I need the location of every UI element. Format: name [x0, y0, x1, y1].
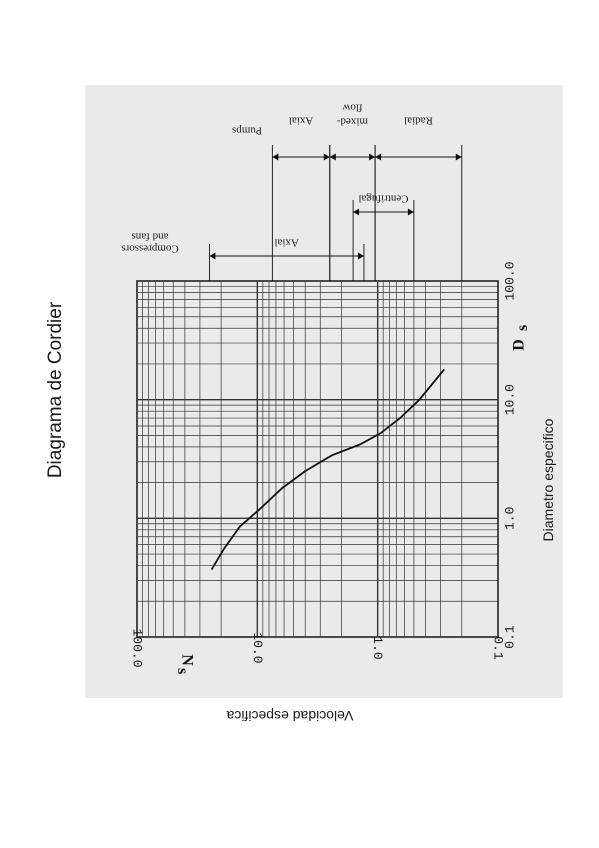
y-axis-symbol: N [178, 654, 195, 666]
region-arrowhead [209, 252, 216, 260]
region-label: Radial [404, 114, 433, 126]
x-axis-symbol: D [511, 339, 528, 351]
y-tick-label: 10.0 [250, 632, 265, 663]
x-tick-label: 10.0 [502, 384, 517, 415]
region-arrowhead [329, 153, 336, 161]
x-tick-label: 1.0 [502, 507, 517, 530]
x-tick-label: 0.1 [502, 625, 517, 649]
cordier-curve [210, 368, 445, 571]
group-label-pumps: Pumps [232, 124, 262, 136]
y-tick-label: 0.1 [491, 636, 506, 660]
group-label-compressors: Compressors [121, 242, 178, 254]
region-label: Axial [289, 114, 313, 126]
region-arrowhead [272, 153, 279, 161]
region-label: mixed- [337, 115, 368, 127]
y-tick-label: 1.0 [370, 636, 385, 659]
region-arrowhead [375, 153, 382, 161]
region-arrowhead [323, 153, 330, 161]
group-label-compressors: and fans [132, 230, 169, 242]
region-arrowhead [353, 208, 360, 216]
y-tick-label: 100.0 [130, 628, 145, 667]
y-axis-symbol-sub: s [174, 668, 191, 674]
region-arrowhead [369, 153, 376, 161]
scanned-figure-background [85, 85, 563, 698]
x-tick-label: 100.0 [502, 261, 517, 300]
region-arrowhead [407, 208, 414, 216]
region-label: Centrifugal [358, 192, 408, 204]
region-arrowhead [455, 153, 462, 161]
x-axis-symbol-sub: s [514, 325, 531, 331]
region-arrowhead [357, 252, 364, 260]
region-label: flow [342, 101, 362, 113]
region-label: Axial [274, 236, 298, 248]
plot-frame [136, 280, 499, 638]
